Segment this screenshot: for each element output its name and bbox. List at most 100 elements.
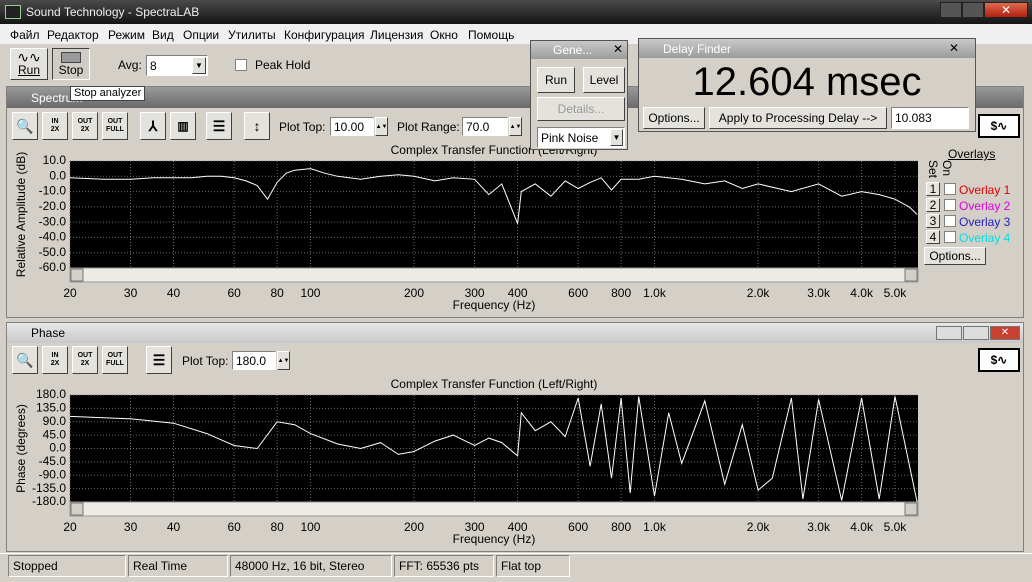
spinner[interactable]: ▲▼: [277, 351, 290, 370]
minimize-button[interactable]: [940, 2, 962, 18]
close-button[interactable]: ✕: [984, 2, 1028, 18]
generator-level-button[interactable]: Level: [583, 67, 625, 93]
icon-text: FULL: [106, 360, 124, 367]
generator-run-button[interactable]: Run: [537, 67, 575, 93]
zoom-full-icon[interactable]: OUT FULL: [102, 346, 128, 374]
button-label: Options...: [929, 249, 981, 263]
app-icon: [5, 5, 21, 19]
plot-range-label: Plot Range:: [397, 120, 460, 134]
plot-top-value: 180.0: [236, 353, 267, 368]
line-mode-icon[interactable]: ⅄: [140, 112, 166, 140]
app-logo: $∿: [978, 114, 1020, 138]
overlay-checkbox[interactable]: [944, 199, 956, 211]
overlay-set-button[interactable]: 3: [926, 214, 940, 228]
dropdown-arrow: ▼: [610, 129, 623, 146]
close-button[interactable]: ✕: [612, 42, 623, 56]
button-label: Apply to Processing Delay -->: [718, 111, 878, 125]
zoom-icon[interactable]: 🔍: [12, 346, 38, 374]
spectrum-title: Spectrum: [31, 90, 83, 105]
delay-finder-title: Delay Finder: [663, 41, 732, 56]
plot-top-field[interactable]: 180.0: [232, 351, 276, 370]
signal-dropdown[interactable]: Pink Noise ▼: [537, 127, 625, 148]
on-header: On: [940, 160, 954, 177]
zoom-icon[interactable]: 🔍: [12, 112, 38, 140]
icon-text: OUT: [77, 352, 93, 359]
menu-item[interactable]: Конфигурация: [284, 28, 365, 42]
overlay-checkbox[interactable]: [944, 231, 956, 243]
close-button[interactable]: ✕: [990, 326, 1020, 340]
menu-item[interactable]: Опции: [183, 28, 220, 42]
processing-delay-value: 10.083: [895, 111, 932, 125]
overlay-set-button[interactable]: 4: [926, 230, 940, 244]
spinner[interactable]: ▲▼: [509, 117, 522, 136]
menu-item[interactable]: Файл: [10, 28, 40, 42]
stop-button[interactable]: Stop: [52, 48, 90, 80]
plot-top-field[interactable]: 10.00: [330, 117, 374, 136]
apply-delay-button[interactable]: Apply to Processing Delay -->: [709, 107, 887, 129]
zoom-out-icon[interactable]: OUT 2X: [72, 346, 98, 374]
tooltip: Stop analyzer: [70, 86, 146, 101]
overlays-title: Overlays: [948, 147, 996, 161]
spinner[interactable]: ▲▼: [375, 117, 388, 136]
minimize-button[interactable]: [936, 326, 962, 340]
menu-item[interactable]: Утилиты: [228, 28, 276, 42]
peak-hold-checkbox[interactable]: [235, 59, 247, 71]
button-label: Run: [544, 73, 567, 87]
icon-text: FULL: [106, 126, 124, 133]
icon-text: OUT: [107, 118, 123, 125]
icon-text: OUT: [107, 352, 123, 359]
stop-icon: [61, 51, 81, 63]
close-button[interactable]: ✕: [948, 41, 959, 55]
generator-title-bar: Gene... ✕: [531, 41, 627, 59]
plot-range-field[interactable]: 70.0: [462, 117, 508, 136]
status-bar: [0, 553, 1032, 582]
dropdown-arrow: ▼: [192, 57, 206, 74]
icon-text: 2X: [50, 126, 60, 133]
status-cell: Real Time: [128, 555, 228, 577]
signal-value: Pink Noise: [541, 130, 599, 145]
overlay-checkbox[interactable]: [944, 215, 956, 227]
overlay-options-button[interactable]: Options...: [924, 247, 986, 265]
overlay-set-button[interactable]: 2: [926, 198, 940, 212]
generator-title: Gene...: [553, 43, 593, 57]
zoom-out-icon[interactable]: OUT 2X: [72, 112, 98, 140]
zoom-full-icon[interactable]: OUT FULL: [102, 112, 128, 140]
menu-item[interactable]: Помощь: [468, 28, 515, 42]
menu-item[interactable]: Лицензия: [370, 28, 424, 42]
overlay-set-button[interactable]: 1: [926, 182, 940, 196]
window-title: Sound Technology - SpectraLAB: [26, 5, 200, 19]
settings-icon[interactable]: ☰: [146, 346, 172, 374]
menu-item[interactable]: Вид: [152, 28, 174, 42]
overlay-num: 3: [929, 214, 937, 228]
plot-top-label: Plot Top:: [182, 354, 229, 368]
run-button[interactable]: ∿∿ Run: [10, 48, 48, 80]
generator-details-button: Details...: [537, 97, 625, 121]
processing-delay-field[interactable]: 10.083: [891, 107, 969, 129]
avg-dropdown[interactable]: 8 ▼: [146, 55, 208, 76]
plot-top-label: Plot Top:: [279, 120, 326, 134]
phase-title: Phase: [31, 326, 66, 340]
icon-text: 2X: [80, 126, 90, 133]
icon-text: IN: [51, 352, 59, 359]
button-label: Level: [589, 73, 619, 87]
zoom-in-icon[interactable]: IN 2X: [42, 112, 68, 140]
run-label: Run: [17, 63, 40, 77]
maximize-button[interactable]: [962, 2, 984, 18]
zoom-in-icon[interactable]: IN 2X: [42, 346, 68, 374]
app-logo: $∿: [978, 348, 1020, 372]
delay-options-button[interactable]: Options...: [643, 107, 705, 129]
bar-mode-icon[interactable]: ▥: [170, 112, 196, 140]
overlay-checkbox[interactable]: [944, 183, 956, 195]
menu-item[interactable]: Редактор: [47, 28, 99, 42]
generator-window: Gene... ✕ Run Level Details... Pink Nois…: [530, 40, 628, 150]
menu-item[interactable]: Режим: [108, 28, 145, 42]
avg-value: 8: [150, 58, 157, 73]
plot-range-value: 70.0: [466, 119, 490, 134]
icon-text: IN: [51, 118, 59, 125]
maximize-button[interactable]: [963, 326, 989, 340]
settings-icon[interactable]: ☰: [206, 112, 232, 140]
peak-hold-label: Peak Hold: [255, 58, 311, 72]
menu-item[interactable]: Окно: [430, 28, 458, 42]
scale-icon[interactable]: ↕: [244, 112, 270, 140]
